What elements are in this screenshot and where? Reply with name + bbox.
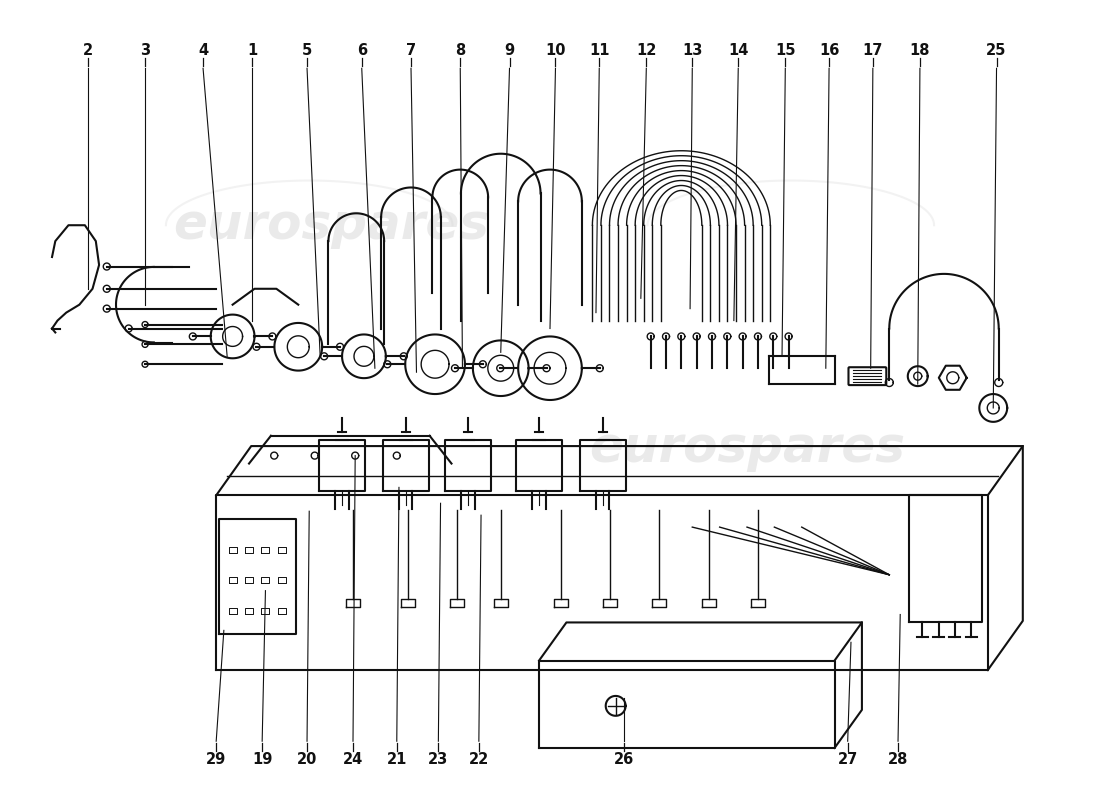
Text: 8: 8 [455, 43, 465, 58]
Text: 28: 28 [888, 751, 909, 766]
Text: 2: 2 [84, 43, 94, 58]
Text: 12: 12 [636, 43, 657, 58]
Text: 17: 17 [862, 43, 883, 58]
Text: eurospares: eurospares [588, 424, 905, 472]
Text: 9: 9 [505, 43, 515, 58]
Text: 21: 21 [386, 751, 407, 766]
Text: 13: 13 [682, 43, 703, 58]
Text: 23: 23 [428, 751, 449, 766]
Text: 26: 26 [614, 751, 635, 766]
Text: 6: 6 [356, 43, 366, 58]
Text: 20: 20 [297, 751, 317, 766]
Text: 4: 4 [198, 43, 208, 58]
Text: 7: 7 [406, 43, 416, 58]
Text: 14: 14 [728, 43, 748, 58]
Text: 11: 11 [588, 43, 609, 58]
Text: 1: 1 [248, 43, 257, 58]
Text: 15: 15 [776, 43, 795, 58]
Text: 22: 22 [469, 751, 490, 766]
Text: 16: 16 [818, 43, 839, 58]
Text: 5: 5 [301, 43, 312, 58]
Text: 25: 25 [987, 43, 1007, 58]
Text: 29: 29 [206, 751, 227, 766]
Text: 27: 27 [837, 751, 858, 766]
Text: 3: 3 [140, 43, 150, 58]
Text: 24: 24 [343, 751, 363, 766]
Text: 18: 18 [910, 43, 931, 58]
Text: 10: 10 [546, 43, 565, 58]
Text: 19: 19 [252, 751, 273, 766]
Text: eurospares: eurospares [173, 202, 490, 250]
